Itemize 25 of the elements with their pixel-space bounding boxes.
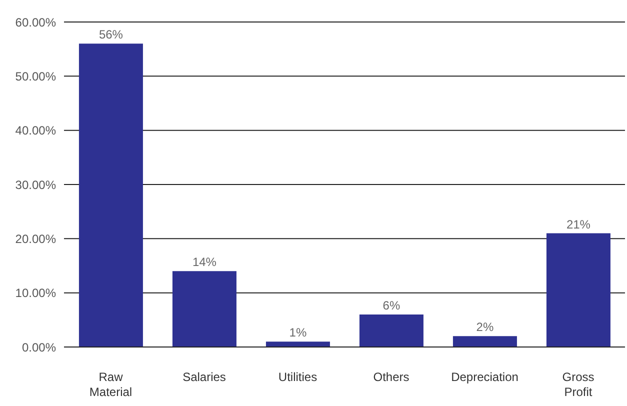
data-label: 6% (382, 298, 400, 312)
data-label: 1% (289, 326, 307, 340)
y-tick-label: 10.00% (15, 286, 56, 300)
x-tick-label: Raw Material (89, 370, 132, 399)
bar (172, 271, 236, 347)
data-label: 56% (98, 28, 124, 42)
bar (546, 233, 610, 347)
y-tick-label: 60.00% (15, 15, 56, 30)
data-label: 14% (192, 255, 217, 270)
data-label: 2% (476, 320, 494, 334)
y-tick-label: 0.00% (22, 340, 56, 354)
x-tick-label: Gross Profit (562, 370, 594, 399)
bar (359, 314, 424, 347)
y-tick-label: 40.00% (15, 124, 56, 138)
x-tick-label: Salaries (182, 370, 226, 384)
x-tick-label: Others (373, 370, 410, 384)
x-tick-label: Depreciation (451, 370, 518, 384)
y-tick-label: 20.00% (15, 232, 56, 246)
x-tick-label: Utilities (278, 370, 318, 384)
data-label: 21% (566, 217, 591, 232)
bar (266, 342, 330, 347)
y-tick-label: 30.00% (15, 178, 56, 192)
bar (452, 336, 517, 347)
y-tick-label: 50.00% (15, 69, 56, 84)
bar (78, 44, 143, 347)
